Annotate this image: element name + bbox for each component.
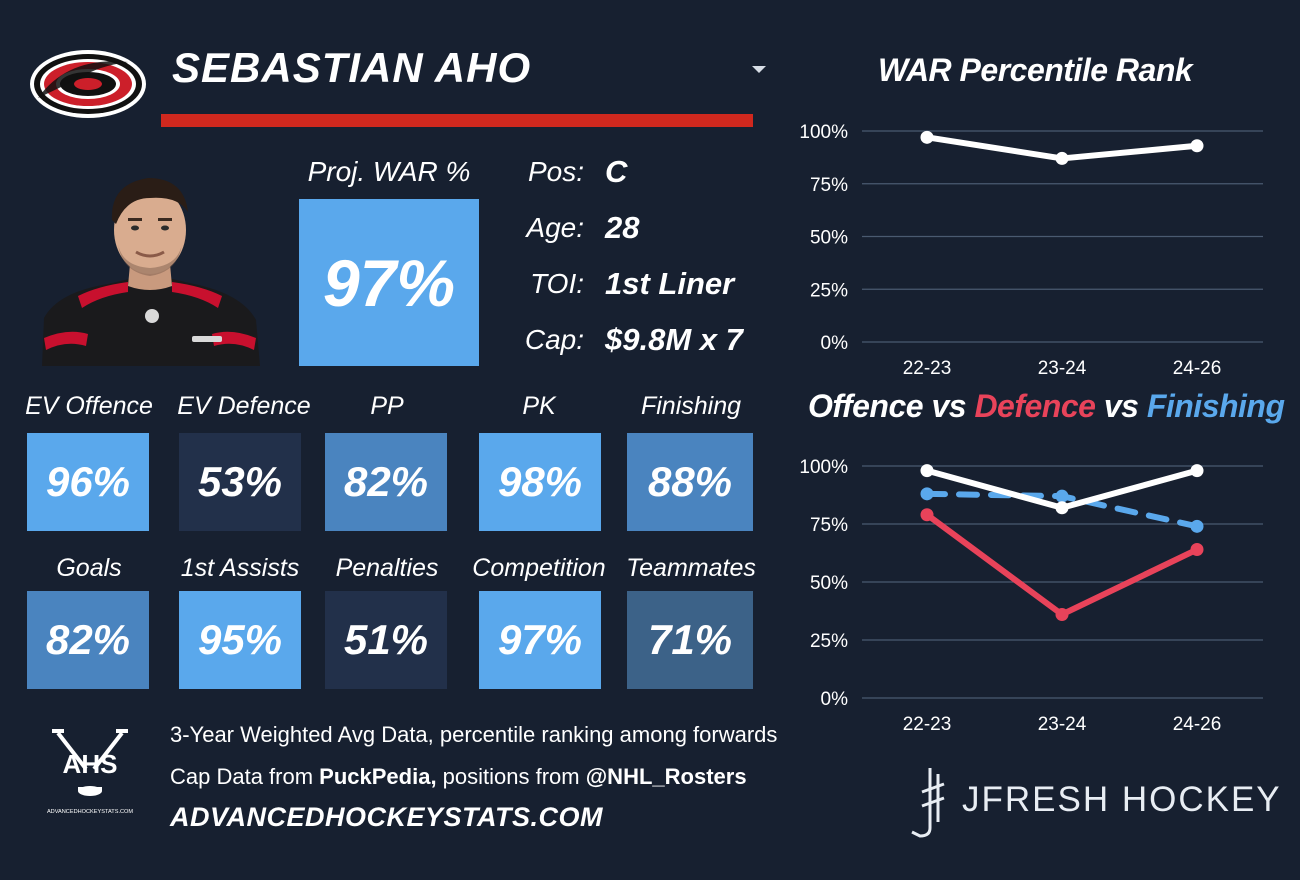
cap-value: $9.8M x 7: [605, 322, 743, 357]
data-point: [1055, 489, 1069, 503]
offence-defence-finishing-chart: 100% 75% 50% 25% 0% 22-23 23-24 24-26: [799, 457, 1263, 735]
footer-note-sources: Cap Data from PuckPedia, positions from …: [170, 764, 747, 790]
team-logo: [30, 50, 146, 118]
metric-label-finishing: Finishing: [640, 392, 742, 420]
chart2-title: Offence vs Defence vs Finishing: [808, 388, 1285, 425]
pos-value: C: [605, 154, 628, 189]
metric-tile-pk: 98%: [479, 433, 601, 531]
ahs-logo: AHS ADVANCEDHOCKEYSTATS.COM: [47, 729, 133, 815]
y-tick-label: 25%: [810, 631, 848, 652]
metric-tile-teammates: 71%: [627, 591, 753, 689]
footer-site-link[interactable]: ADVANCEDHOCKEYSTATS.COM: [170, 802, 604, 832]
metric-tile-1st-assists: 95%: [179, 591, 301, 689]
x-tick-label: 22-23: [903, 714, 952, 735]
age-value: 28: [605, 210, 640, 245]
x-tick-label: 23-24: [1038, 358, 1087, 379]
data-point: [1190, 543, 1204, 557]
metric-label-1st-assists: 1st Assists: [180, 554, 300, 582]
data-point: [920, 487, 934, 501]
data-point: [1055, 607, 1069, 621]
player-name: SEBASTIAN AHO: [172, 44, 532, 91]
data-point: [1055, 501, 1069, 515]
player-photo: [42, 178, 260, 366]
metric-label-pp: PP: [370, 392, 404, 420]
x-tick-label: 24-26: [1173, 714, 1222, 735]
y-tick-label: 25%: [810, 280, 848, 301]
metric-label-teammates: Teammates: [626, 554, 756, 582]
chart1-title: WAR Percentile Rank: [878, 52, 1193, 88]
chevron-down-icon[interactable]: [748, 62, 770, 76]
name-underline: [161, 114, 753, 127]
metric-label-penalties: Penalties: [335, 554, 439, 582]
y-tick-label: 0%: [821, 333, 849, 354]
x-tick-label: 22-23: [903, 358, 952, 379]
y-tick-label: 100%: [799, 457, 848, 478]
x-tick-label: 24-26: [1173, 358, 1222, 379]
data-point: [1190, 519, 1204, 533]
data-point: [920, 130, 934, 144]
metric-tile-penalties: 51%: [325, 591, 447, 689]
age-label: Age:: [526, 212, 584, 243]
footer-pos-handle[interactable]: @NHL_Rosters: [585, 764, 747, 789]
footer-cap-prefix: Cap Data from: [170, 764, 320, 789]
metric-label-ev-defence: EV Defence: [177, 392, 311, 420]
metric-tile-finishing: 88%: [627, 433, 753, 531]
metric-tile-competition: 97%: [479, 591, 601, 689]
chart2-title-defence: Defence: [974, 388, 1096, 424]
chart2-title-vs-1: vs: [923, 388, 975, 424]
metric-tile-ev-defence: 53%: [179, 433, 301, 531]
data-point: [1190, 464, 1204, 478]
chart2-title-offence: Offence: [808, 388, 924, 424]
footer-pos-prefix: positions from: [436, 764, 586, 789]
y-tick-label: 75%: [810, 515, 848, 536]
data-point: [920, 464, 934, 478]
metric-label-competition: Competition: [472, 554, 606, 582]
proj-war-label: Proj. WAR %: [307, 156, 471, 187]
metric-tile-ev-offence: 96%: [27, 433, 149, 531]
data-point: [1190, 139, 1204, 153]
jfresh-logo-icon: [911, 768, 945, 838]
metric-label-ev-offence: EV Offence: [25, 392, 153, 420]
data-point: [1055, 151, 1069, 165]
metric-tile-pp: 82%: [325, 433, 447, 531]
chart2-title-finishing: Finishing: [1146, 388, 1285, 424]
metric-label-pk: PK: [522, 392, 556, 420]
proj-war-value: 97%: [299, 199, 479, 366]
metric-label-goals: Goals: [56, 554, 122, 582]
pos-label: Pos:: [527, 156, 584, 187]
ahs-logo-small-text: ADVANCEDHOCKEYSTATS.COM: [47, 809, 133, 815]
chart2-title-vs-2: vs: [1095, 388, 1147, 424]
x-tick-label: 23-24: [1038, 714, 1087, 735]
y-tick-label: 75%: [810, 175, 848, 196]
jfresh-brand-text: JFRESH HOCKEY: [962, 780, 1282, 819]
y-tick-label: 0%: [821, 689, 849, 710]
footer-cap-source[interactable]: PuckPedia,: [319, 764, 437, 789]
metric-tile-goals: 82%: [27, 591, 149, 689]
war-percentile-chart: 100% 75% 50% 25% 0% 22-23 23-24 24-26: [799, 122, 1263, 379]
footer-note-data: 3-Year Weighted Avg Data, percentile ran…: [170, 722, 778, 747]
ahs-logo-text: AHS: [63, 749, 118, 779]
data-point: [920, 508, 934, 522]
toi-value: 1st Liner: [605, 266, 735, 301]
series-line: [924, 511, 1200, 618]
y-tick-label: 100%: [799, 122, 848, 143]
y-tick-label: 50%: [810, 573, 848, 594]
cap-label: Cap:: [524, 324, 584, 355]
y-tick-label: 50%: [810, 228, 848, 249]
toi-label: TOI:: [530, 268, 584, 299]
